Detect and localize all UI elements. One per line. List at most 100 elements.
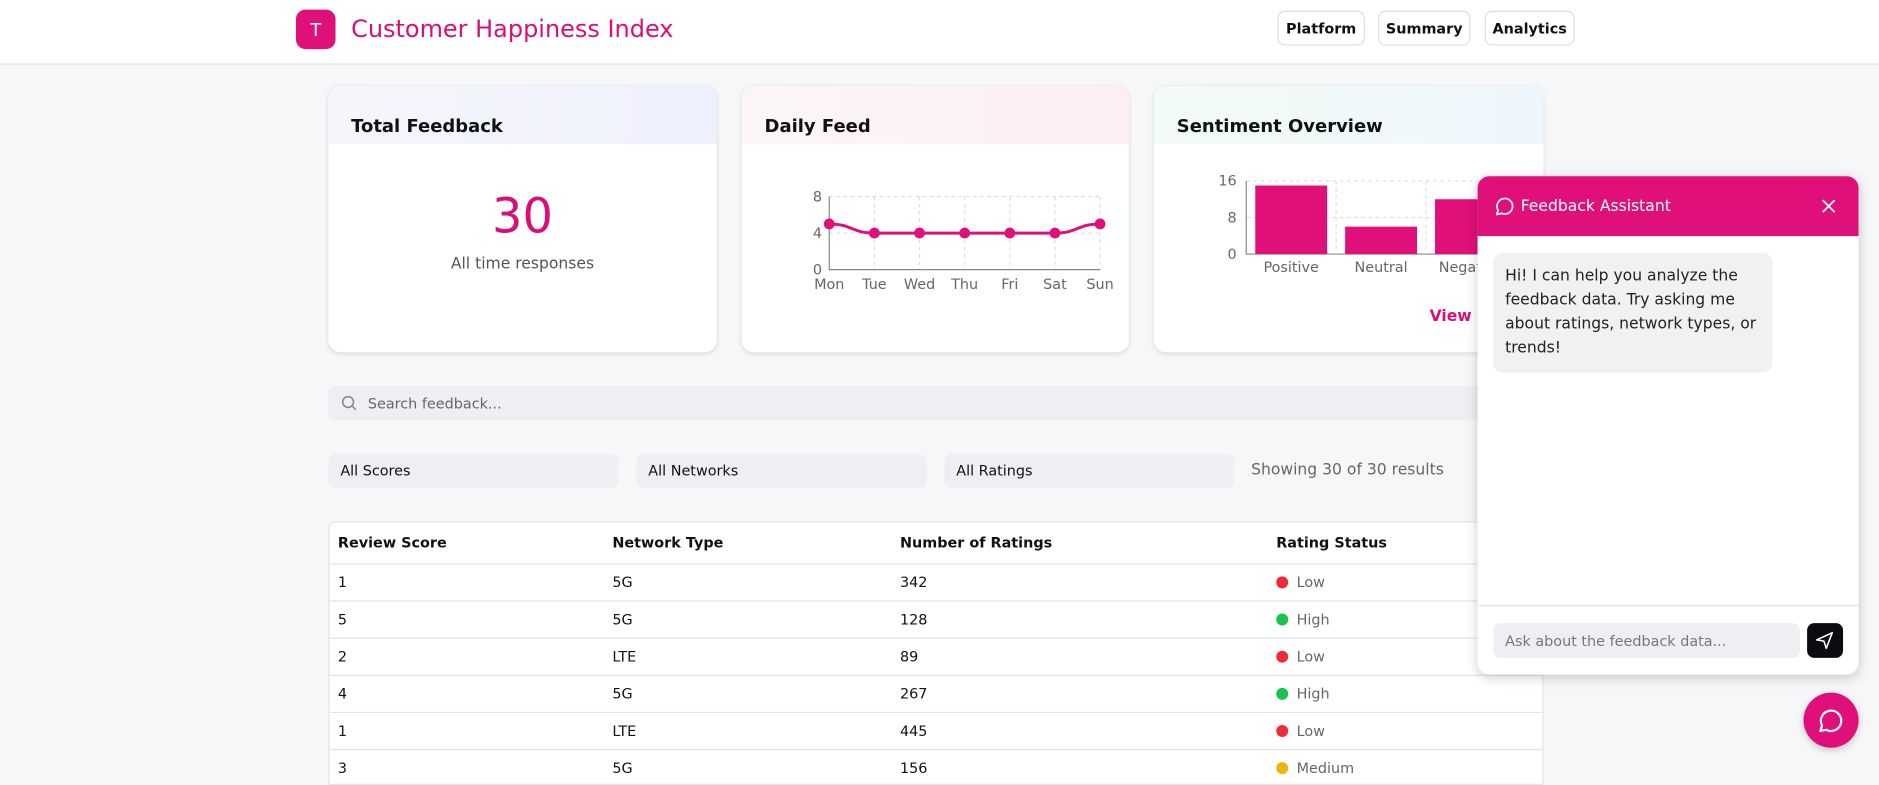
header xyxy=(0,0,1879,65)
nav-button[interactable]: Analytics xyxy=(1484,10,1575,46)
table-cell: 5G xyxy=(612,611,633,628)
x-tick-label: Fri xyxy=(1001,277,1018,293)
card-title: Total Feedback xyxy=(351,115,503,137)
chat-fab[interactable] xyxy=(1803,692,1859,748)
table-cell: 3 xyxy=(337,759,348,777)
nav-button[interactable]: Platform xyxy=(1277,10,1365,46)
status-dot xyxy=(1276,687,1289,700)
table-cell: 5 xyxy=(337,611,348,628)
table-cell: 2 xyxy=(337,648,348,666)
table-cell: LTE xyxy=(612,648,637,666)
status-dot xyxy=(1276,724,1289,737)
logo: T xyxy=(295,9,336,50)
status-label: Low xyxy=(1296,648,1325,666)
status-dot xyxy=(1276,650,1289,663)
table-cell: 342 xyxy=(899,574,928,591)
status-dot xyxy=(1276,613,1289,626)
table-cell: 4 xyxy=(337,685,348,703)
status-label: Medium xyxy=(1296,759,1355,777)
x-tick-label: Sun xyxy=(1086,277,1113,293)
chat-icon xyxy=(1495,197,1514,216)
x-tick-label: Mon xyxy=(814,277,844,293)
y-tick-label: 8 xyxy=(813,189,822,205)
y-tick-label: 0 xyxy=(1228,247,1237,263)
nav-button[interactable]: Summary xyxy=(1378,10,1471,46)
y-tick-label: 0 xyxy=(813,262,822,278)
status-dot xyxy=(1276,576,1289,589)
point xyxy=(823,218,835,230)
status-label: Low xyxy=(1296,574,1325,591)
table-cell: 1 xyxy=(337,722,348,740)
status-label: High xyxy=(1296,685,1330,703)
y-tick-label: 8 xyxy=(1228,210,1237,226)
table-cell: 5G xyxy=(612,685,633,703)
chat-panel: Feedback Assistant Hi! I can help you an… xyxy=(1477,176,1859,675)
chat-input[interactable]: Ask about the feedback data... xyxy=(1493,623,1800,658)
x-tick-label: Wed xyxy=(904,277,935,293)
point xyxy=(868,227,880,239)
x-tick-label: Positive xyxy=(1264,260,1320,276)
table-cell: 1 xyxy=(337,574,348,591)
total-card: Total Feedback 30 All time responses xyxy=(328,86,717,353)
row-divider xyxy=(329,563,1543,565)
search-icon xyxy=(341,395,357,411)
result-count: Showing 30 of 30 results xyxy=(1251,461,1444,480)
row-divider xyxy=(329,600,1543,602)
daily-chart: 0 4 8 Mon Tue Wed Thu Fri Sat Sun xyxy=(813,189,1114,293)
bar xyxy=(1345,226,1418,255)
card-title: Sentiment Overview xyxy=(1176,115,1383,137)
column-header: Review Score xyxy=(337,534,447,552)
status-label: Low xyxy=(1296,722,1325,740)
filter-select[interactable]: All Ratings xyxy=(944,454,1235,488)
table-cell: 5G xyxy=(612,574,633,591)
x-tick-label: Tue xyxy=(861,277,887,293)
point xyxy=(1094,218,1106,230)
search-input[interactable]: Search feedback... xyxy=(328,385,1527,421)
search-placeholder: Search feedback... xyxy=(367,395,502,413)
x-tick-label: Neutral xyxy=(1355,260,1408,276)
column-header: Number of Ratings xyxy=(899,534,1053,552)
row-divider xyxy=(329,674,1543,676)
table-cell: 5G xyxy=(612,759,633,777)
filter-label: All Scores xyxy=(340,462,411,480)
row-divider xyxy=(329,748,1543,751)
table-cell: 128 xyxy=(899,611,928,628)
y-tick-label: 16 xyxy=(1218,174,1236,190)
filter-select[interactable]: All Networks xyxy=(636,454,927,488)
x-tick-label: Thu xyxy=(950,277,978,293)
status-dot xyxy=(1276,762,1289,775)
column-header: Network Type xyxy=(612,534,724,552)
point xyxy=(1049,227,1061,239)
column-header: Rating Status xyxy=(1276,534,1387,552)
table-cell: LTE xyxy=(612,722,637,740)
card-title: Daily Feed xyxy=(764,115,871,137)
status-label: High xyxy=(1296,611,1330,628)
point xyxy=(914,227,925,239)
chat-title: Feedback Assistant xyxy=(1520,197,1671,216)
row-divider xyxy=(329,637,1543,639)
filter-label: All Networks xyxy=(648,462,739,480)
point xyxy=(1004,227,1016,239)
feedback-table: Review Score Network Type Number of Rating… xyxy=(328,521,1544,785)
row-divider xyxy=(329,711,1543,714)
filter-label: All Ratings xyxy=(956,462,1033,480)
chat-placeholder: Ask about the feedback data... xyxy=(1505,632,1727,650)
bar xyxy=(1255,185,1328,255)
table-cell: 267 xyxy=(899,685,928,703)
table-cell: 89 xyxy=(899,648,919,666)
table-cell: 445 xyxy=(899,722,928,740)
app-title: Customer Happiness Index xyxy=(351,14,674,44)
filter-select[interactable]: All Scores xyxy=(328,454,619,488)
total-value: 30 xyxy=(491,189,553,245)
close-button[interactable] xyxy=(1821,199,1836,213)
total-caption: All time responses xyxy=(450,255,595,274)
daily-card: Daily Feed 0 4 8 Mon Tue Wed Thu Fri Sat Sun xyxy=(741,86,1129,353)
point xyxy=(959,227,971,239)
y-tick-label: 4 xyxy=(813,226,822,242)
table-cell: 156 xyxy=(899,759,928,777)
chat-message: Hi! I can help you analyze the feedback … xyxy=(1493,252,1773,373)
send-button[interactable] xyxy=(1807,623,1844,658)
